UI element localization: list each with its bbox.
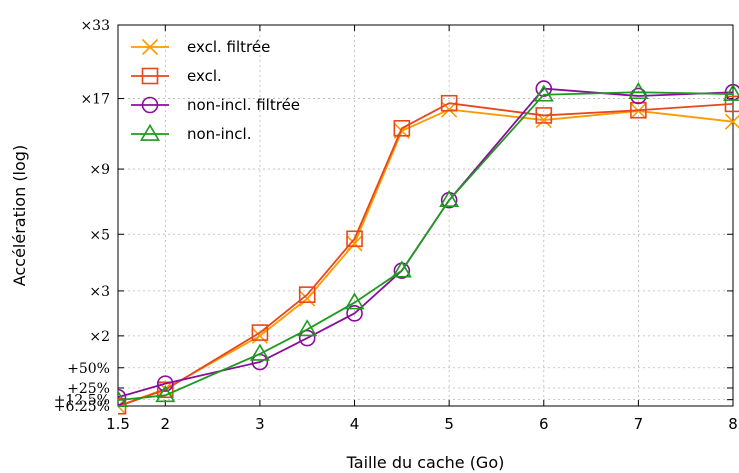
series-1 — [118, 94, 739, 415]
x-tick-label: 4 — [350, 415, 360, 433]
data-point — [724, 95, 739, 113]
data-point — [118, 388, 127, 406]
plot-frame — [117, 24, 734, 407]
data-point — [157, 375, 174, 392]
legend-label: excl. filtrée — [187, 38, 270, 56]
data-point — [440, 94, 458, 112]
series-line — [118, 102, 734, 408]
data-point — [299, 290, 316, 307]
data-point — [535, 107, 553, 124]
data-point — [251, 324, 269, 341]
data-point — [535, 80, 553, 97]
data-point — [724, 113, 739, 130]
y-tick-label: ×33 — [80, 18, 110, 34]
data-point — [722, 83, 739, 101]
data-point — [344, 292, 365, 310]
data-point — [393, 119, 411, 137]
y-tick-label: ×9 — [89, 162, 110, 178]
y-tick-label: ×3 — [89, 284, 110, 300]
legend-marker — [141, 96, 159, 114]
series-0 — [118, 101, 739, 415]
legend-label: non-incl. — [187, 125, 251, 143]
x-tick-label: 1.5 — [106, 415, 130, 433]
x-tick-label: 7 — [634, 415, 644, 433]
data-point — [628, 82, 649, 100]
data-point — [298, 286, 316, 303]
legend-entry: non-incl. filtrée — [131, 96, 300, 114]
data-point — [155, 385, 176, 403]
legend-entry: excl. filtrée — [131, 38, 270, 56]
data-point — [297, 319, 318, 337]
y-tick-label: ×17 — [80, 92, 110, 108]
series-line — [118, 91, 734, 402]
data-point — [157, 381, 174, 399]
y-tick-label: ×5 — [89, 227, 110, 243]
legend-marker — [141, 38, 159, 56]
data-point — [346, 230, 363, 248]
data-point — [298, 329, 316, 347]
legend-entry: non-incl. — [131, 123, 251, 143]
y-axis-label: Accélération (log) — [10, 145, 29, 286]
axis-ticks: 1.5 2 3 4 5 6 7 8 +6.25%+12.5%+25% +50% ×2 ×3 ×5 ×9 ×1… — [54, 18, 738, 433]
data-point — [346, 305, 363, 322]
y-tick-label: +50% — [67, 361, 110, 377]
data-point — [118, 389, 129, 407]
legend-label: excl. — [187, 67, 222, 85]
y-tick-label: +6.25% — [54, 399, 110, 415]
x-tick-label: 2 — [161, 415, 171, 433]
data-point — [439, 189, 460, 207]
y-tick-label: +12.5% — [54, 393, 110, 409]
legend-label: non-incl. filtrée — [187, 96, 300, 114]
data-point — [249, 343, 270, 361]
series-line — [118, 87, 734, 399]
x-tick-label: 8 — [728, 415, 738, 433]
y-tick-label: ×2 — [89, 329, 110, 345]
data-point — [533, 84, 554, 102]
legend-marker — [141, 67, 159, 85]
x-axis-label: Taille du cache (Go) — [346, 453, 505, 472]
legend-marker — [139, 123, 161, 141]
legend: excl. filtrée excl. non-incl. filtrée non-i… — [131, 38, 300, 143]
x-tick-label: 5 — [444, 415, 454, 433]
data-point — [346, 235, 363, 252]
series — [118, 80, 739, 415]
x-tick-label: 6 — [539, 415, 549, 433]
data-point — [391, 260, 412, 278]
x-tick-label: 3 — [255, 415, 265, 433]
series-line — [118, 108, 734, 408]
legend-entry: excl. — [131, 67, 222, 85]
y-tick-label: +25% — [67, 381, 110, 397]
series-3 — [118, 82, 739, 407]
